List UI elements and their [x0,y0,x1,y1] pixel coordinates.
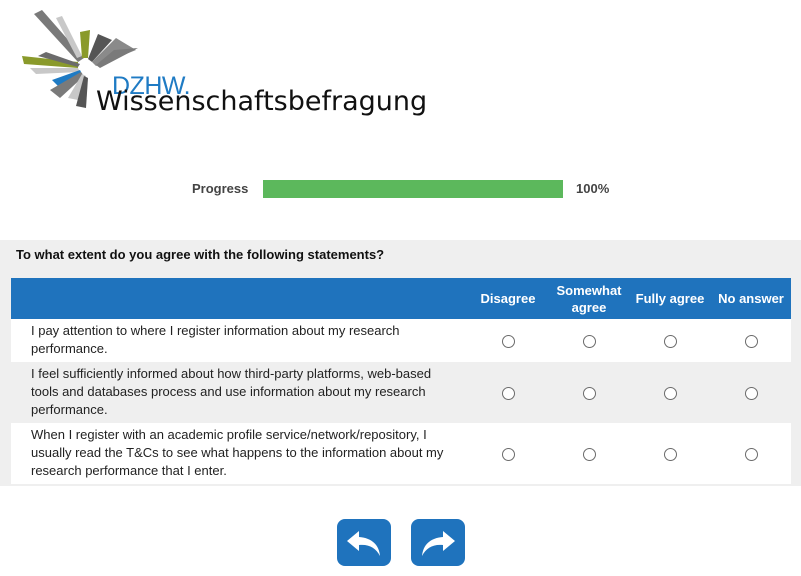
table-row: I feel sufficiently informed about how t… [11,362,791,423]
option-cell [629,423,711,484]
option-cell [629,362,711,423]
progress-bar [263,180,563,198]
back-button[interactable] [337,519,391,566]
option-cell [549,362,629,423]
table-row: When I register with an academic profile… [11,423,791,484]
statement-text: I pay attention to where I register info… [11,319,467,362]
option-cell [711,423,791,484]
radio-disagree[interactable] [501,447,515,461]
radio-fully-agree[interactable] [663,447,677,461]
radio-fully-agree[interactable] [663,334,677,348]
option-cell [711,319,791,362]
question-block: To what extent do you agree with the fol… [0,240,801,486]
column-header-fully-agree: Fully agree [629,278,711,319]
matrix-table: Disagree Somewhat agree Fully agree No a… [11,278,791,484]
option-cell [629,319,711,362]
column-header-somewhat-agree: Somewhat agree [549,278,629,319]
question-text: To what extent do you agree with the fol… [16,247,385,262]
progress-percentage: 100% [576,181,610,196]
radio-somewhat-agree[interactable] [582,334,596,348]
radio-somewhat-agree[interactable] [582,386,596,400]
radio-no-answer[interactable] [744,334,758,348]
matrix-header-row: Disagree Somewhat agree Fully agree No a… [11,278,791,319]
progress-label: Progress [192,181,249,196]
radio-no-answer[interactable] [744,386,758,400]
column-header-no-answer: No answer [711,278,791,319]
column-header-disagree: Disagree [467,278,549,319]
progress-bar-fill [263,180,563,198]
radio-somewhat-agree[interactable] [582,447,596,461]
statement-text: I feel sufficiently informed about how t… [11,362,467,423]
next-button[interactable] [411,519,465,566]
logo-burst-icon [22,10,138,108]
option-cell [467,362,549,423]
forward-arrow-icon [422,530,455,556]
radio-fully-agree[interactable] [663,386,677,400]
back-arrow-icon [347,530,380,556]
logo-brand-text: DZHW. [112,72,191,100]
radio-disagree[interactable] [501,386,515,400]
radio-disagree[interactable] [501,334,515,348]
progress-section: Progress 100% [0,180,801,198]
option-cell [549,423,629,484]
option-cell [711,362,791,423]
table-row: I pay attention to where I register info… [11,319,791,362]
matrix-header-statement [11,278,467,319]
logo-subtitle: Wissenschaftsbefragung [96,86,428,117]
dzhw-logo: DZHW. Wissenschaftsbefragung [16,10,427,120]
option-cell [549,319,629,362]
option-cell [467,319,549,362]
option-cell [467,423,549,484]
statement-text: When I register with an academic profile… [11,423,467,484]
radio-no-answer[interactable] [744,447,758,461]
